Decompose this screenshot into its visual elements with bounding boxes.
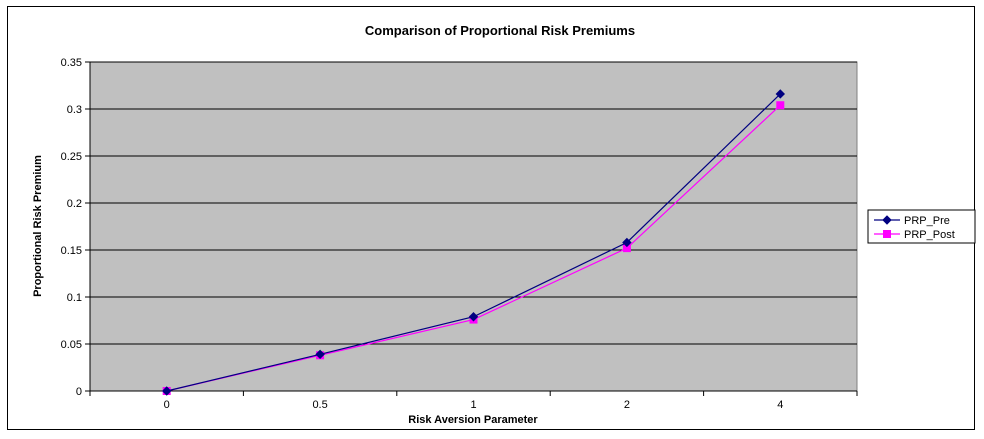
y-tick-label: 0.1 [67, 292, 82, 304]
series-group [161, 89, 786, 396]
y-axis-title: Proportional Risk Premium [32, 155, 44, 297]
y-tick-label: 0.3 [67, 104, 82, 116]
legend-item: PRP_Post [874, 229, 955, 241]
y-tick-label: 0.05 [61, 339, 82, 351]
x-tick-label: 0.5 [312, 399, 327, 411]
y-tick-label: 0.25 [61, 151, 82, 163]
gridlines [90, 61, 857, 345]
y-tick-label: 0.2 [67, 198, 82, 210]
data-point [161, 386, 172, 396]
legend-label: PRP_Post [904, 229, 955, 241]
x-tick-label: 0 [164, 399, 170, 411]
axes: 0 0.05 0.1 0.15 0.2 0.25 0.3 0.35 0 0.5 1 2 4 [61, 57, 858, 411]
data-point [468, 312, 479, 322]
legend-marker [883, 230, 891, 238]
legend-label: PRP_Pre [904, 215, 950, 227]
x-tick-label: 1 [470, 399, 476, 411]
data-point [315, 349, 325, 360]
data-point [622, 237, 632, 248]
legend-marker [882, 215, 892, 225]
x-tick-label: 4 [777, 399, 783, 411]
series-prp-pre [161, 89, 786, 396]
chart-title: Comparison of Proportional Risk Premiums [365, 23, 635, 38]
y-tick-label: 0 [76, 386, 82, 398]
plot-area [89, 61, 858, 392]
x-tick-label: 2 [624, 399, 630, 411]
y-tick-label: 0.35 [61, 57, 82, 69]
x-axis-title: Risk Aversion Parameter [408, 414, 538, 426]
data-point [775, 89, 786, 99]
legend: PRP_Pre PRP_Post [867, 209, 976, 244]
y-tick-label: 0.15 [61, 245, 82, 257]
data-point [776, 101, 785, 110]
legend-item: PRP_Pre [874, 215, 950, 227]
